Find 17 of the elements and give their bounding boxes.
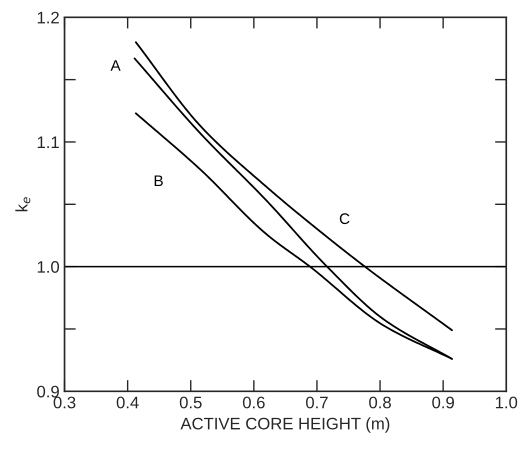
- x-tick-label: 0.3: [54, 396, 76, 408]
- series-label: C: [340, 213, 350, 224]
- y-tick-label: 1.0: [38, 261, 60, 273]
- x-tick-label: 0.6: [242, 396, 265, 408]
- x-tick-label: 0.7: [306, 396, 328, 408]
- y-axis-title: k$_{e}$: [15, 197, 30, 212]
- x-tick-label: 0.4: [116, 396, 139, 408]
- x-axis-title: ACTIVE CORE HEIGHT (m): [180, 417, 390, 433]
- series-label: B: [154, 176, 163, 186]
- x-tick-label: 0.9: [432, 396, 454, 408]
- y-tick-label: 1.2: [38, 12, 59, 24]
- y-tick-label: 1.1: [38, 136, 59, 148]
- x-tick-label: 0.8: [369, 396, 391, 408]
- x-tick-label: 1.0: [496, 396, 518, 408]
- y-tick-label: 0.9: [37, 386, 59, 398]
- series-label: A: [110, 60, 121, 71]
- x-tick-label: 0.5: [180, 396, 202, 408]
